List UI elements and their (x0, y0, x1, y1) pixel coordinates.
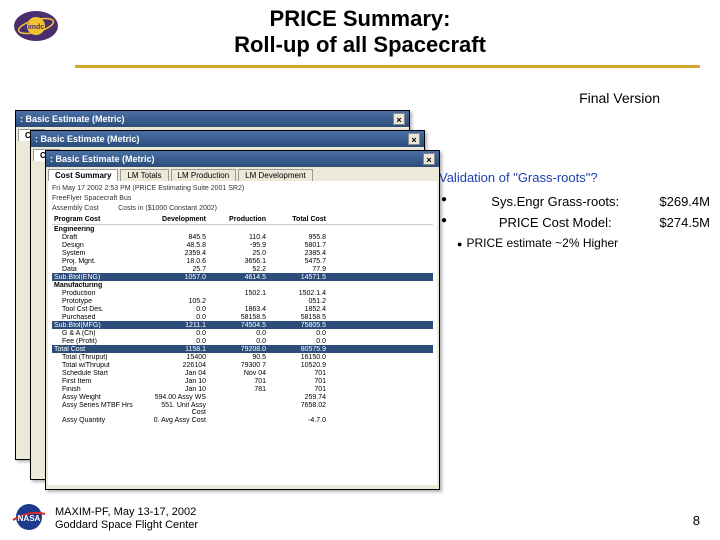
table-row: Proj. Mgnt.18.0.63656.15475.7 (52, 257, 433, 265)
table-row: First Item Jan 10701701 (52, 377, 433, 385)
page-title: PRICE Summary: Roll-up of all Spacecraft (0, 0, 720, 59)
tab[interactable]: LM Production (171, 169, 237, 181)
table-row: Total w/Thruput22610479300 710520.9 (52, 361, 433, 369)
window-front: : Basic Estimate (Metric)× Cost SummaryL… (45, 150, 440, 490)
footer-text: MAXIM-PF, May 13-17, 2002 Goddard Space … (55, 506, 198, 532)
divider (75, 65, 700, 68)
footer-line-2: Goddard Space Flight Center (55, 519, 198, 532)
table-row: Schedule StartJan 04Nov 04701 (52, 369, 433, 377)
svg-text:NASA: NASA (18, 514, 41, 523)
table-row: Prototype105.2051.2 (52, 297, 433, 305)
tab[interactable]: LM Totals (120, 169, 168, 181)
meta-line: FreeFlyer Spacecraft Bus (52, 195, 433, 202)
bullet-sub-2: PRICE Cost Model:$274.5M (441, 215, 710, 230)
titlebar: : Basic Estimate (Metric)× (16, 111, 409, 127)
tabs: Cost SummaryLM TotalsLM ProductionLM Dev… (46, 167, 439, 181)
titlebar: : Basic Estimate (Metric)× (31, 131, 424, 147)
table-row: Data25.752.277.9 (52, 265, 433, 273)
tab[interactable]: LM Development (238, 169, 312, 181)
title-line-2: Roll-up of all Spacecraft (0, 32, 720, 58)
table-row: Assy Quantity0. Avg Assy Cost-4.7.0 (52, 416, 433, 424)
tab[interactable]: Cost Summary (48, 169, 118, 181)
bullet-sub-1: Sys.Engr Grass-roots:$269.4M (441, 194, 710, 209)
svg-text:imdc: imdc (28, 24, 44, 31)
title-line-1: PRICE Summary: (0, 6, 720, 32)
window-stack: : Basic Estimate (Metric)× Co: : Basic E… (15, 110, 430, 490)
table-row: G & A (Ch)0.00.00.0 (52, 329, 433, 337)
close-icon[interactable]: × (423, 153, 435, 165)
section-label: Manufacturing (52, 281, 433, 289)
table-row: Design48.5.8-95.95801.7 (52, 241, 433, 249)
table-row: Fee (Profit)0.00.00.0 (52, 337, 433, 345)
table-row: Tool Cst Des.0.01863.41852.4 (52, 305, 433, 313)
table-body: EngineeringDraft845.5110.4955.8Design48.… (52, 225, 433, 424)
table-row: Purchased0.058158.558158.5 (52, 313, 433, 321)
meta-line: Assembly Cost Costs in ($1000 Constant 2… (52, 205, 433, 212)
imdc-logo: imdc (6, 6, 66, 46)
nasa-logo: NASA (8, 502, 50, 532)
window-content: Fri May 17 2002 2:53 PM (PRICE Estimatin… (48, 181, 437, 485)
table-row: Draft845.5110.4955.8 (52, 233, 433, 241)
table-row: Sub.Btol(MFG)1211.174504.575805.5 (52, 321, 433, 329)
footer-line-1: MAXIM-PF, May 13-17, 2002 (55, 506, 198, 519)
section-label: Engineering (52, 225, 433, 233)
meta-line: Fri May 17 2002 2:53 PM (PRICE Estimatin… (52, 185, 433, 192)
table-row: Total (Thruput)1540090.516150.0 (52, 353, 433, 361)
bullet-sub-3: PRICE estimate ~2% Higher (457, 236, 710, 250)
close-icon[interactable]: × (408, 133, 420, 145)
table-row: Assy Series MTBF Hrs551. Unit Assy Cost7… (52, 401, 433, 416)
titlebar: : Basic Estimate (Metric)× (46, 151, 439, 167)
close-icon[interactable]: × (393, 113, 405, 125)
table-row: FinishJan 10781701 (52, 385, 433, 393)
table-row: Total Cost1158.179208.080575.9 (52, 345, 433, 353)
table-row: Sub.Btol(ENG)1057.04614.514571.5 (52, 273, 433, 281)
table-row: System2359.425.02385.4 (52, 249, 433, 257)
table-header: Program CostDevelopmentProductionTotal C… (52, 215, 433, 225)
table-row: Production1502.11502.1.4 (52, 289, 433, 297)
table-row: Assy Weight594.00 Assy WS259.74 (52, 393, 433, 401)
page-number: 8 (693, 513, 700, 528)
bullet-list: Validation of "Grass-roots"? Sys.Engr Gr… (425, 170, 710, 250)
final-version-label: Final Version (579, 90, 660, 106)
bullet-main: Validation of "Grass-roots"? (425, 170, 710, 186)
